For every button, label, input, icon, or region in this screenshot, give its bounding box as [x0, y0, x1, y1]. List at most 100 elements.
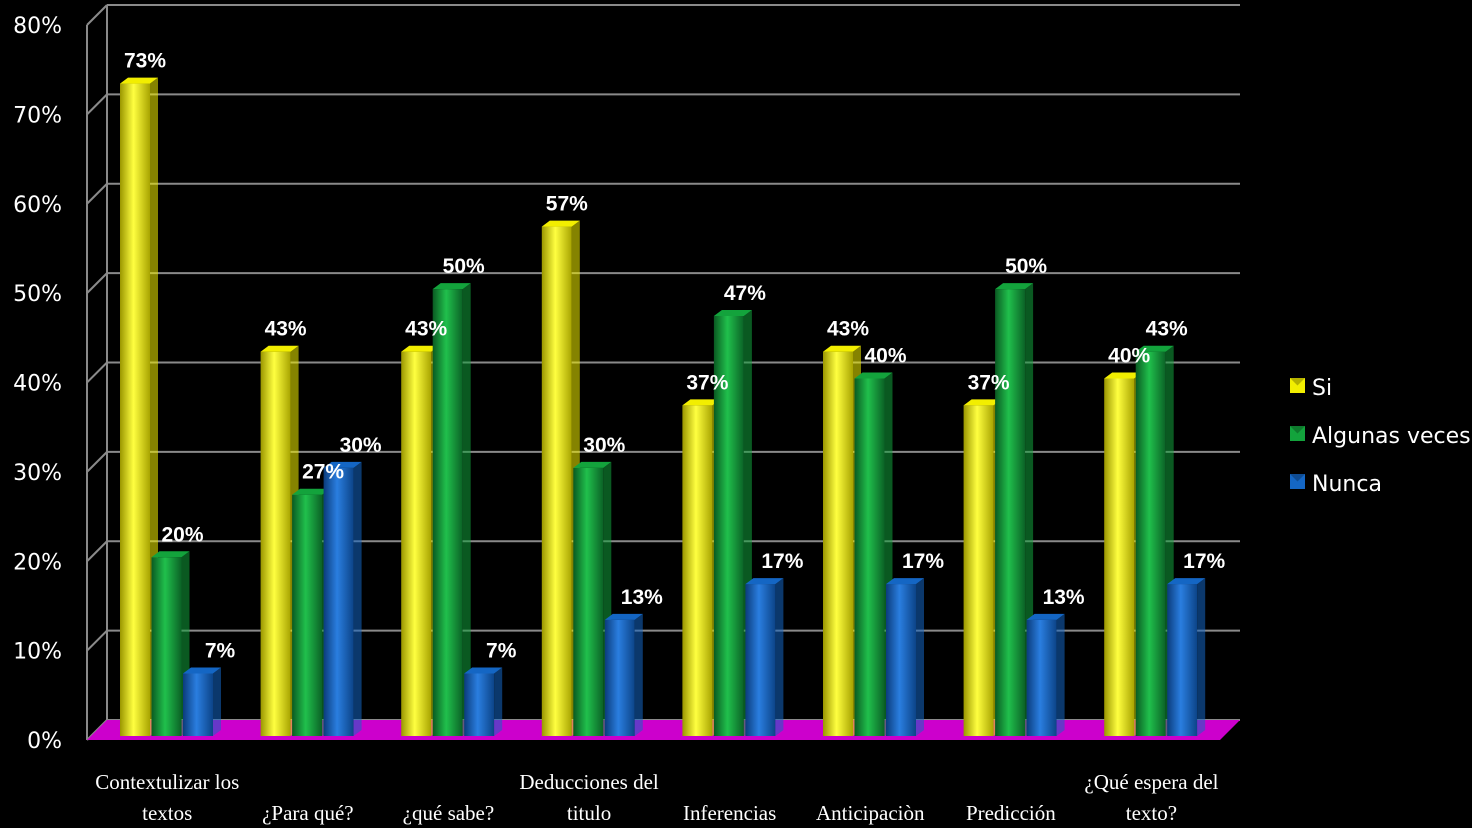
legend-swatch-shade: [1290, 426, 1305, 434]
bar-top: [464, 667, 503, 674]
data-label: 37%: [686, 371, 728, 394]
data-label: 47%: [724, 282, 766, 305]
data-label: 50%: [443, 255, 485, 278]
grid: [86, 4, 1240, 741]
bar-side: [494, 667, 503, 736]
bar-side: [634, 613, 643, 736]
bar: [183, 667, 221, 736]
gridline-side: [86, 540, 108, 562]
bar-front: [323, 467, 354, 736]
y-tick-label: 80%: [13, 14, 62, 39]
legend-item: Algunas veces: [1290, 424, 1471, 449]
bar-front: [995, 289, 1026, 736]
category-label: Predicción: [966, 801, 1056, 825]
data-label: 20%: [161, 523, 203, 546]
data-label: 50%: [1005, 255, 1047, 278]
bar-top: [292, 488, 331, 495]
bar-front: [432, 289, 463, 736]
bar-top: [573, 461, 612, 468]
y-tick-label: 40%: [13, 372, 62, 397]
bar-front: [886, 584, 916, 736]
bar: [464, 667, 503, 736]
legend-swatch-shade: [1290, 378, 1305, 386]
gridline-side: [86, 451, 108, 473]
data-label: 27%: [302, 461, 344, 484]
bar-front: [401, 351, 432, 736]
gridline-side: [86, 93, 108, 116]
bar-top: [1104, 372, 1143, 379]
data-label: 40%: [1108, 345, 1150, 368]
data-label: 43%: [405, 318, 447, 341]
bar-front: [260, 351, 291, 736]
y-tick-label: 0%: [27, 729, 62, 754]
legend-label: Algunas veces: [1312, 424, 1471, 449]
bar-top: [1167, 578, 1206, 585]
data-label: 30%: [583, 434, 625, 457]
bar-front: [183, 673, 213, 736]
bar: [745, 578, 784, 736]
bar-front: [682, 405, 713, 736]
legend: Si Algunas veces Nunca: [1290, 376, 1471, 497]
bar-top: [963, 399, 1002, 406]
data-label: 57%: [546, 193, 588, 216]
bar-top: [401, 345, 440, 352]
bar: [886, 578, 924, 736]
y-tick-label: 60%: [13, 193, 62, 218]
category-label: Anticipaciòn: [816, 801, 925, 825]
bar-top: [713, 309, 752, 316]
legend-label: Nunca: [1312, 472, 1382, 497]
legend-swatch: [1290, 474, 1305, 489]
data-labels: 73% 20% 7% 43% 27% 30% 43% 50% 7% 57% 30% 13% 37% 47%…: [124, 50, 1226, 663]
bar-front: [464, 673, 495, 736]
data-label: 43%: [265, 318, 307, 341]
floor-plane: [87, 720, 1240, 740]
data-label: 17%: [761, 550, 803, 573]
bar-front: [854, 378, 885, 736]
gridline-side: [86, 361, 108, 384]
bar-front: [292, 494, 323, 736]
bar-front: [1135, 351, 1166, 736]
bar-front: [604, 619, 635, 736]
data-label: 30%: [340, 434, 382, 457]
category-label: ¿Qué espera del texto?: [1084, 770, 1218, 825]
data-label: 43%: [1146, 318, 1188, 341]
bar-front: [120, 83, 150, 736]
data-label: 17%: [1183, 550, 1225, 573]
gridline-side: [86, 629, 108, 652]
bar-top: [604, 613, 643, 620]
bar-side: [775, 578, 784, 736]
bar: [1026, 613, 1065, 736]
data-label: 40%: [864, 345, 906, 368]
data-label: 13%: [621, 586, 663, 609]
y-axis-ticks: 0% 10% 20% 30% 40% 50% 60% 70% 80%: [13, 14, 62, 754]
legend-swatch: [1290, 426, 1305, 441]
bar-front: [823, 351, 853, 736]
y-tick-label: 30%: [13, 461, 62, 486]
legend-item: Si: [1290, 376, 1332, 401]
bar: [995, 283, 1034, 736]
y-tick-label: 10%: [13, 640, 62, 665]
bar-top: [1026, 613, 1065, 620]
bar-front: [713, 315, 744, 736]
y-tick-label: 20%: [13, 550, 62, 575]
data-label: 7%: [205, 639, 236, 662]
bar-top: [1135, 345, 1174, 352]
y-tick-label: 50%: [13, 282, 62, 307]
data-label: 13%: [1043, 586, 1085, 609]
bar-front: [573, 467, 604, 736]
bar-top: [823, 345, 861, 352]
bar-side: [462, 283, 471, 736]
bar-side: [353, 461, 362, 736]
bar-top: [120, 77, 158, 84]
y-tick-label: 70%: [13, 103, 62, 128]
bar-top: [323, 461, 362, 468]
legend-item: Nunca: [1290, 472, 1382, 497]
bar-front: [1104, 378, 1135, 736]
bar-side: [916, 578, 924, 736]
data-label: 73%: [124, 50, 166, 73]
bar-top: [151, 551, 190, 558]
data-label: 37%: [968, 371, 1010, 394]
data-label: 7%: [486, 639, 517, 662]
x-axis-categories: Contextulizar los textos ¿Para qué? ¿qué sa…: [95, 770, 1218, 825]
